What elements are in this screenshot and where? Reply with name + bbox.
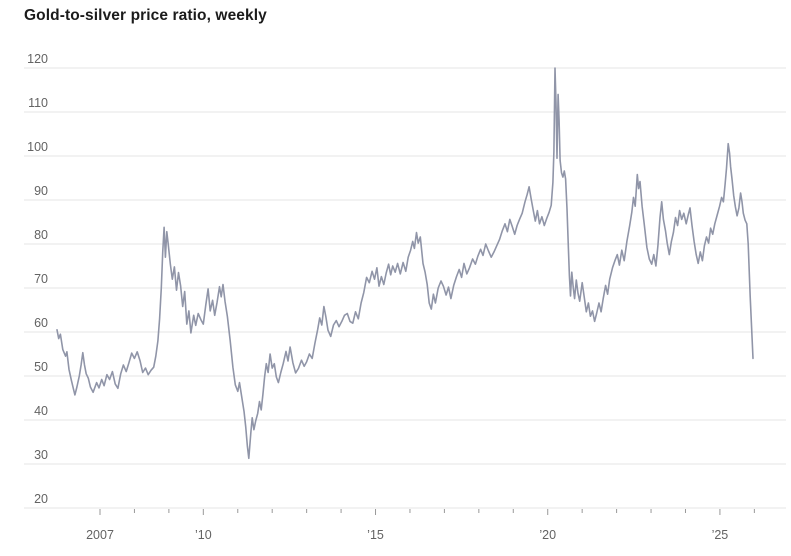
x-tick-label-2007: 2007 (86, 528, 114, 542)
y-tick-label-80: 80 (34, 228, 48, 242)
chart-title: Gold-to-silver price ratio, weekly (24, 7, 267, 24)
x-tick-label-2025: ’25 (712, 528, 729, 542)
y-tick-label-30: 30 (34, 448, 48, 462)
y-tick-label-60: 60 (34, 316, 48, 330)
y-tick-label-70: 70 (34, 272, 48, 286)
y-tick-label-110: 110 (28, 96, 48, 110)
x-tick-label-2015: ’15 (367, 528, 384, 542)
ratio-series-line (56, 67, 754, 460)
x-tick-label-2010: ’10 (195, 528, 212, 542)
y-tick-label-40: 40 (34, 404, 48, 418)
y-tick-label-20: 20 (34, 492, 48, 506)
y-tick-label-50: 50 (34, 360, 48, 374)
y-tick-label-120: 120 (27, 52, 48, 66)
y-tick-label-100: 100 (27, 140, 48, 154)
y-tick-label-90: 90 (34, 184, 48, 198)
x-tick-label-2020: ’20 (539, 528, 556, 542)
